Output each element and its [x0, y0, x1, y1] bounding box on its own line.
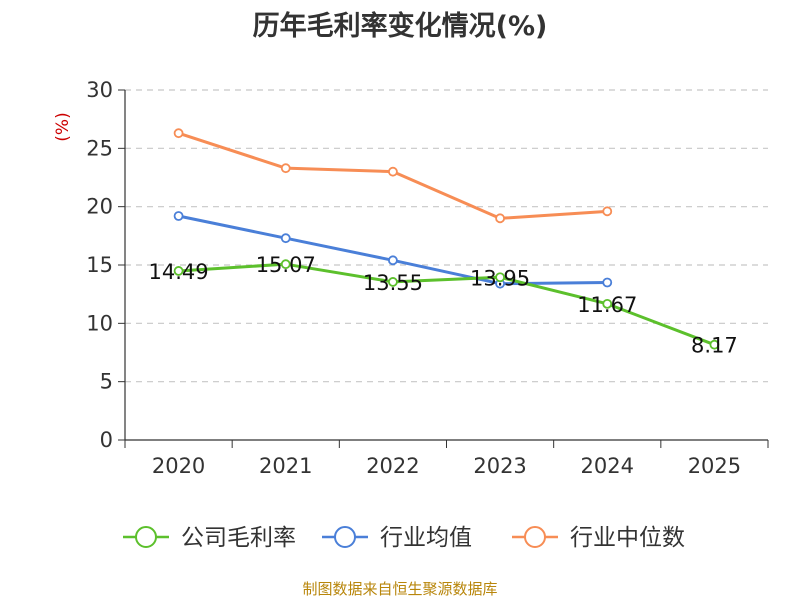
data-label: 14.49 [149, 260, 209, 284]
x-tick-label: 2020 [152, 454, 205, 478]
data-point [602, 277, 613, 288]
source-note: 制图数据来自恒生聚源数据库 [302, 580, 498, 598]
legend-label: 行业中位数 [570, 525, 685, 551]
data-point [173, 128, 184, 139]
legend-marker [524, 526, 546, 548]
y-tick-label: 10 [86, 311, 113, 335]
data-point [602, 206, 613, 217]
chart-title: 历年毛利率变化情况(%) [252, 11, 548, 42]
y-tick-label: 20 [86, 195, 113, 219]
data-point [173, 211, 184, 221]
data-point [388, 255, 398, 266]
data-point [495, 272, 505, 283]
y-tick-label: 15 [86, 253, 113, 277]
y-tick-label: 0 [100, 428, 113, 452]
x-tick-label: 2022 [366, 454, 419, 478]
data-label: 13.55 [363, 271, 423, 295]
x-tick-label: 2023 [473, 454, 526, 478]
y-axis-unit: (%) [53, 112, 73, 141]
data-point [709, 339, 720, 350]
data-label: 11.67 [577, 293, 637, 317]
legend-label: 公司毛利率 [181, 525, 296, 551]
grid-lines [125, 89, 768, 383]
y-tick-label: 5 [100, 370, 113, 394]
data-labels: 14.49 15.07 13.55 13.95 11.67 8.17 [149, 253, 738, 358]
data-label: 13.95 [470, 266, 530, 290]
legend: 公司毛利率 行业均值 行业中位数 [123, 525, 685, 551]
x-tick-label: 2024 [581, 454, 634, 478]
data-point [388, 166, 398, 177]
series-lines [173, 128, 720, 350]
data-point [495, 213, 505, 224]
data-point [388, 277, 398, 287]
data-point [602, 298, 613, 309]
data-label: 15.07 [256, 253, 316, 277]
data-point [280, 259, 291, 270]
legend-label: 行业均值 [380, 525, 472, 551]
x-tick-label: 2021 [259, 454, 312, 478]
data-label: 8.17 [691, 334, 738, 358]
data-point [280, 233, 291, 244]
data-point [173, 266, 184, 276]
data-point [280, 163, 291, 174]
x-tick-label: 2025 [688, 454, 741, 478]
y-tick-label: 30 [86, 78, 113, 102]
series-line [178, 262, 715, 347]
legend-marker [135, 526, 157, 548]
legend-marker [334, 526, 356, 548]
y-tick-label: 25 [86, 136, 113, 160]
